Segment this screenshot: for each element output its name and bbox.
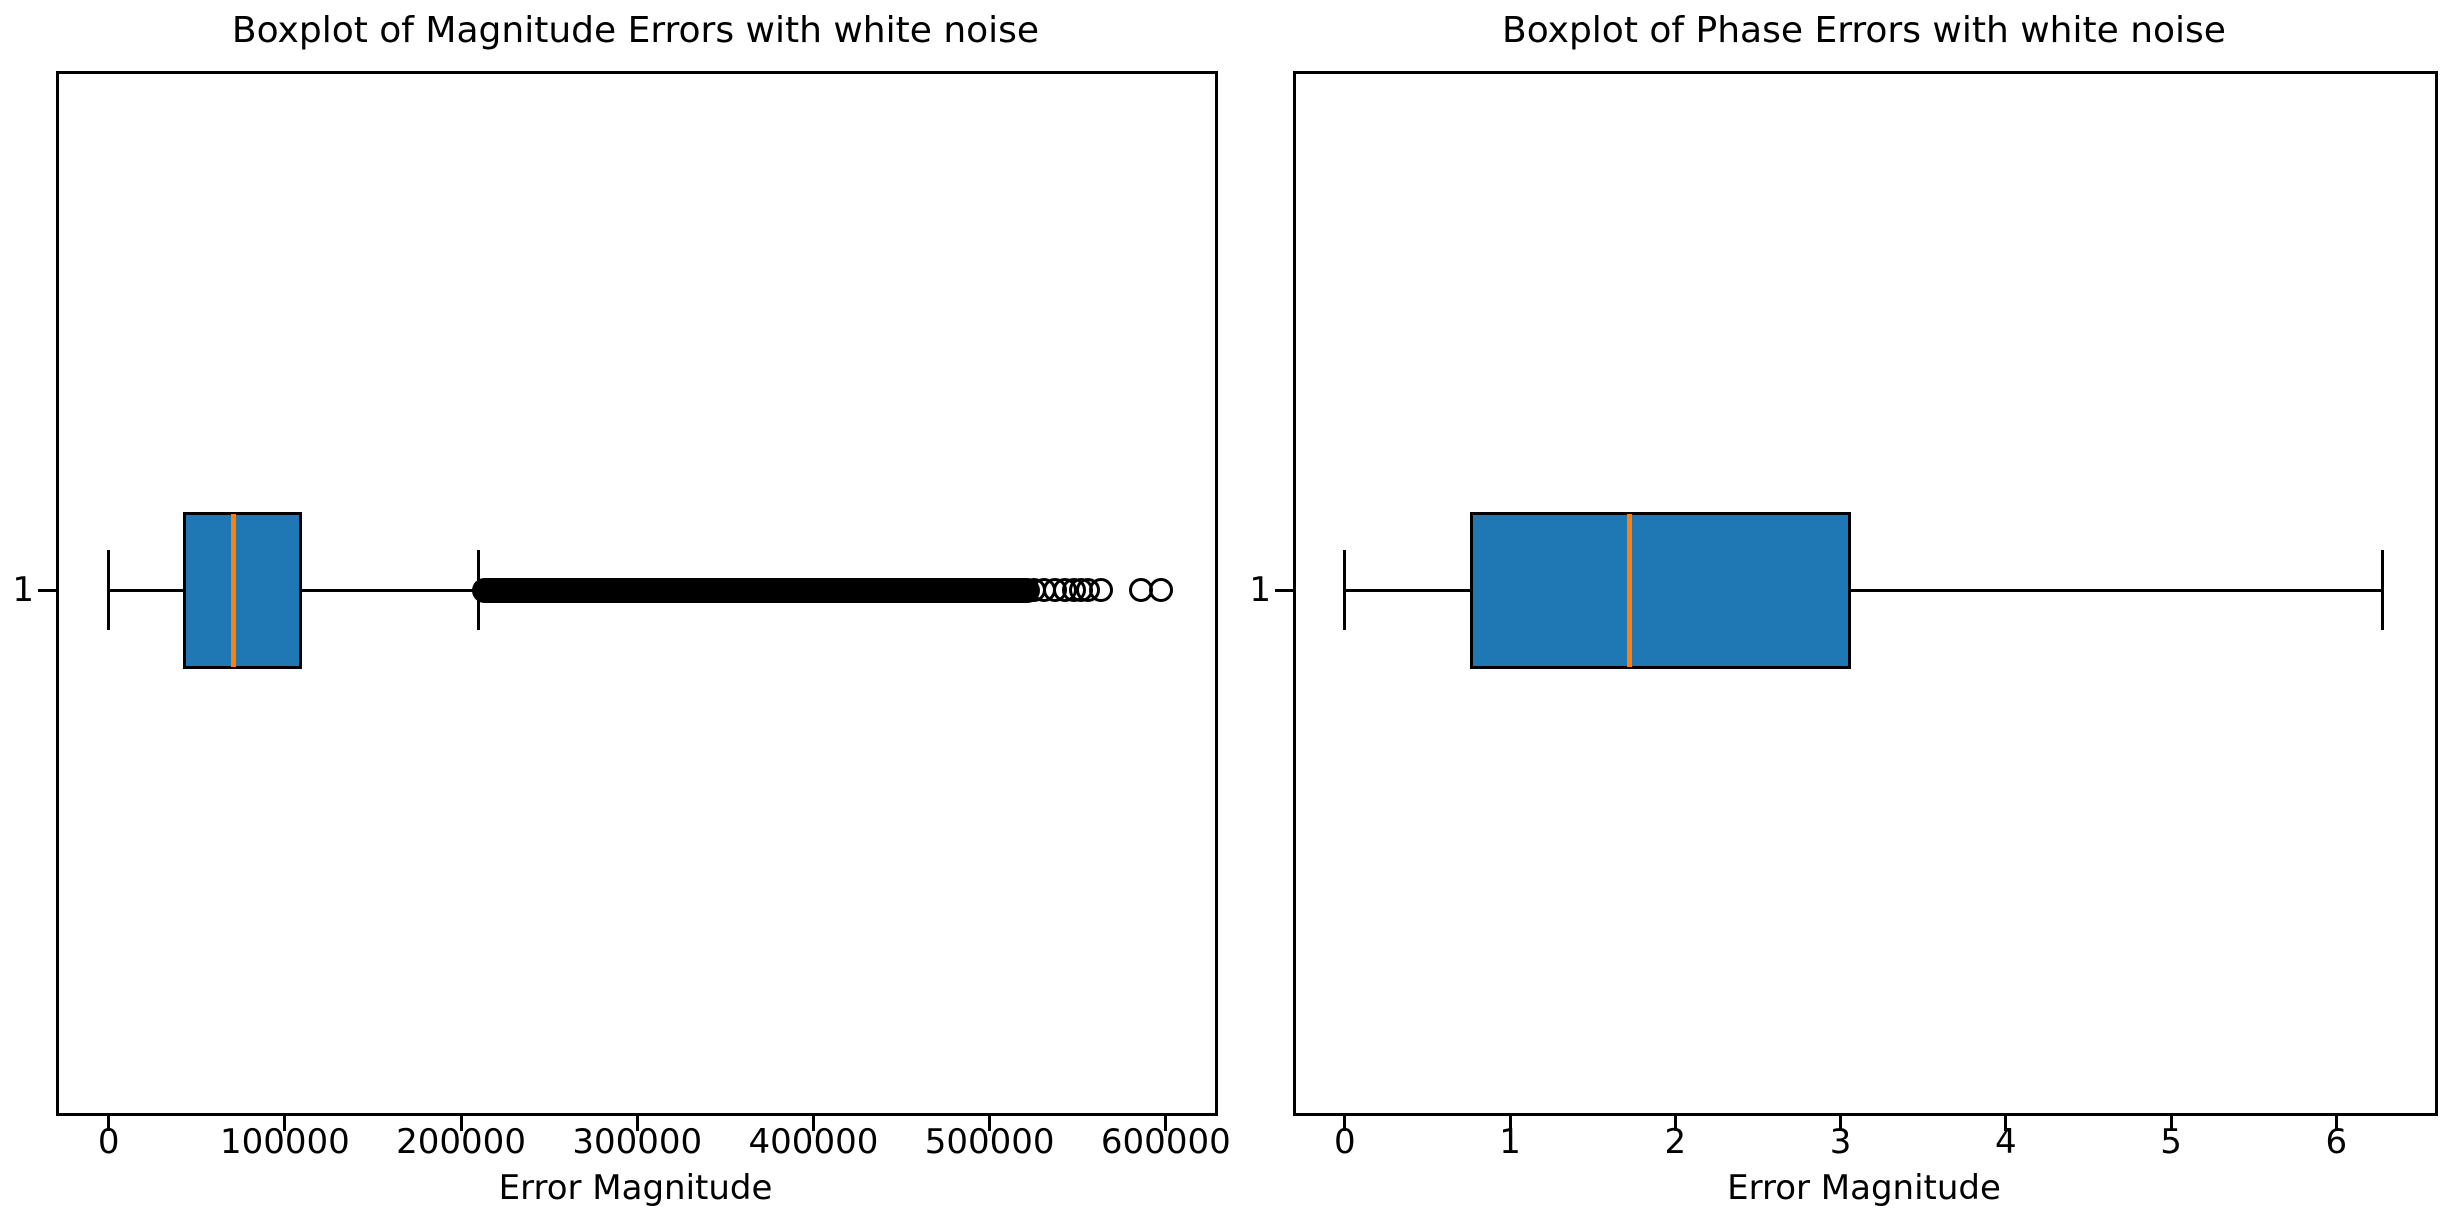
median-line [1626, 514, 1632, 667]
x-tick-mark [1164, 1113, 1168, 1131]
x-tick-mark [1839, 1113, 1843, 1131]
x-tick-label: 400000 [748, 1122, 879, 1162]
x-tick-mark [2334, 1113, 2338, 1131]
x-tick-mark [811, 1113, 815, 1131]
box [182, 512, 303, 669]
plot-title-phase: Boxplot of Phase Errors with white noise [1502, 10, 2226, 51]
whisker-line-high [1850, 588, 2383, 592]
x-tick-label: 100000 [219, 1122, 350, 1162]
outlier-circle [1148, 578, 1173, 602]
x-tick-label: 1 [1499, 1122, 1521, 1162]
x-tick-mark [107, 1113, 111, 1131]
y-tick-mark [1275, 588, 1293, 592]
whisker-cap-high [2381, 550, 2385, 630]
x-tick-label: 4 [1995, 1122, 2017, 1162]
y-tick-mark [38, 588, 56, 592]
y-tick-label: 1 [12, 570, 34, 610]
box [1470, 512, 1851, 669]
x-tick-mark [2169, 1113, 2173, 1131]
x-tick-label: 500000 [924, 1122, 1055, 1162]
x-tick-label: 3 [1829, 1122, 1852, 1162]
x-tick-mark [2004, 1113, 2008, 1131]
x-tick-mark [283, 1113, 287, 1131]
x-axis-label-phase: Error Magnitude [1727, 1168, 2001, 1208]
x-tick-label: 6 [2325, 1122, 2348, 1162]
x-tick-mark [1673, 1113, 1677, 1131]
plot-title-magnitude: Boxplot of Magnitude Errors with white n… [231, 10, 1040, 51]
whisker-line-high [302, 588, 479, 592]
x-axis-label-magnitude: Error Magnitude [498, 1168, 773, 1208]
x-tick-label: 0 [1334, 1122, 1356, 1162]
whisker-line-low [108, 588, 183, 592]
x-tick-label: 5 [2160, 1122, 2182, 1162]
outlier-circle [1088, 578, 1113, 602]
x-tick-mark [1343, 1113, 1347, 1131]
x-tick-label: 600000 [1100, 1122, 1231, 1162]
x-tick-label: 200000 [396, 1122, 526, 1162]
axes-phase [1293, 71, 2438, 1116]
x-tick-mark [988, 1113, 992, 1131]
outlier-band [471, 577, 1041, 603]
x-tick-mark [635, 1113, 639, 1131]
whisker-line-low [1344, 588, 1471, 592]
whisker-cap-low [1343, 550, 1347, 630]
y-tick-label: 1 [1249, 570, 1271, 610]
x-tick-label: 300000 [572, 1122, 703, 1162]
x-tick-mark [1508, 1113, 1512, 1131]
x-tick-label: 0 [97, 1122, 120, 1162]
x-tick-label: 2 [1664, 1122, 1687, 1162]
x-tick-mark [459, 1113, 463, 1131]
whisker-cap-low [107, 550, 111, 630]
median-line [231, 514, 237, 667]
